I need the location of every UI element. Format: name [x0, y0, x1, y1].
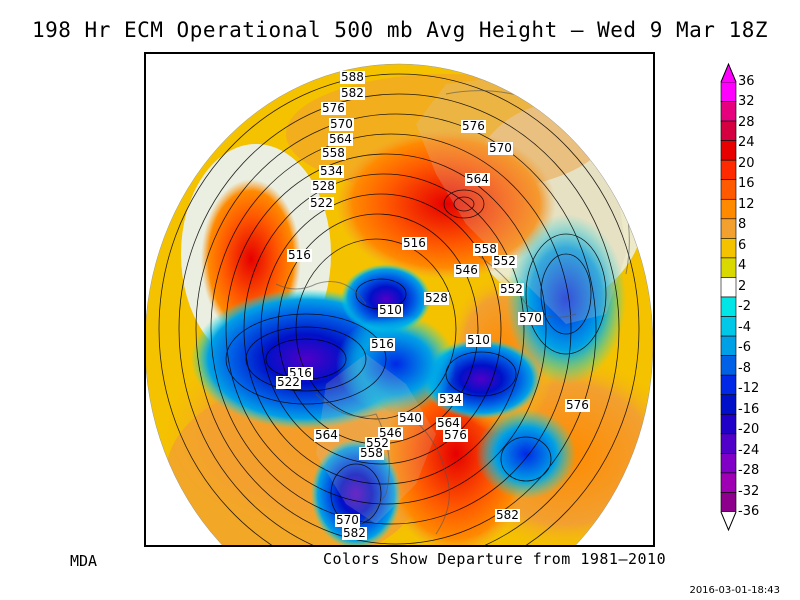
- colorbar-swatch: [720, 198, 737, 220]
- colorbar-swatch: [720, 140, 737, 161]
- contour-label: 540: [398, 411, 423, 425]
- colorbar-swatch: [720, 335, 737, 356]
- colorbar-swatch: [720, 296, 737, 317]
- colorbar-swatch: [720, 374, 737, 396]
- colorbar-swatch: [720, 492, 737, 513]
- colorbar-label: 28: [738, 114, 755, 130]
- colorbar-label: -4: [738, 319, 751, 335]
- contour-label: 552: [365, 436, 390, 450]
- contour-label: 510: [378, 303, 403, 317]
- contour-label: 564: [465, 172, 490, 186]
- colorbar-swatch: [720, 413, 737, 435]
- colorbar-swatch: [720, 472, 737, 493]
- contour-label: 582: [340, 86, 365, 100]
- contour-label: 570: [335, 513, 360, 527]
- colorbar-label: -28: [738, 463, 760, 479]
- contour-label: 552: [492, 254, 517, 268]
- colorbar-label: -32: [738, 483, 760, 499]
- contour-label: 522: [309, 196, 334, 210]
- contour-label: 534: [438, 392, 463, 406]
- contour-label: 528: [311, 179, 336, 193]
- colorbar-swatch: [720, 159, 737, 181]
- contour-label: 552: [499, 282, 524, 296]
- contour-label: 522: [276, 375, 301, 389]
- contour-label: 564: [314, 428, 339, 442]
- contour-label: 570: [329, 117, 354, 131]
- colorbar-label: 16: [738, 176, 755, 192]
- colorbar-swatch: [720, 257, 737, 278]
- colorbar-swatch: [720, 355, 737, 376]
- polar-map: [146, 63, 653, 545]
- colorbar-label: -12: [738, 381, 760, 397]
- colorbar-label: 2: [738, 278, 747, 294]
- colorbar-label: -36: [738, 504, 760, 519]
- colorbar-swatch: [720, 453, 737, 474]
- contour-label: 558: [321, 146, 346, 160]
- timestamp: 2016-03-01-18:43: [689, 585, 780, 596]
- contour-label: 528: [424, 291, 449, 305]
- colorbar-label: 32: [738, 94, 755, 110]
- contour-label: 516: [370, 337, 395, 351]
- contour-label: 516: [287, 248, 312, 262]
- contour-label: 570: [518, 311, 543, 325]
- contour-label: 558: [359, 446, 384, 460]
- contour-label: 582: [495, 508, 520, 522]
- colorbar-label: -20: [738, 422, 760, 438]
- colorbar-swatch: [720, 394, 737, 415]
- colorbar-swatch: [720, 179, 737, 200]
- contour-label: 510: [466, 333, 491, 347]
- colorbar-swatch: [720, 433, 737, 454]
- colorbar-label: 20: [738, 155, 755, 171]
- contour-label: 546: [454, 263, 479, 277]
- contour-label: 558: [473, 242, 498, 256]
- colorbar-label: 36: [738, 74, 755, 89]
- colorbar-swatch: [720, 81, 737, 102]
- colorbar-swatch: [720, 218, 737, 239]
- colorbar-label: 8: [738, 217, 747, 233]
- colorbar-label: 4: [738, 258, 747, 274]
- colorbar-swatch: [720, 120, 737, 141]
- colorbar-swatch: [720, 101, 737, 122]
- map-panel: 588 582 576 570 564 558 534 528 522 516 …: [144, 52, 655, 547]
- colorbar-label: 6: [738, 237, 747, 253]
- colorbar-label: -8: [738, 360, 751, 376]
- colorbar-label: -16: [738, 401, 760, 417]
- contour-label: 588: [340, 70, 365, 84]
- colorbar-label: -2: [738, 299, 751, 315]
- contour-label: 570: [488, 141, 513, 155]
- contour-label: 546: [378, 426, 403, 440]
- chart-title: 198 Hr ECM Operational 500 mb Avg Height…: [31, 18, 768, 42]
- colorbar-label: 24: [738, 135, 755, 151]
- contour-label: 576: [443, 428, 468, 442]
- colorbar-label: -24: [738, 442, 760, 458]
- contour-label: 564: [436, 416, 461, 430]
- contour-label: 564: [328, 132, 353, 146]
- contour-label: 582: [342, 526, 367, 540]
- contour-label: 576: [565, 398, 590, 412]
- contour-label: 534: [319, 164, 344, 178]
- colorbar-swatch: [720, 238, 737, 259]
- contour-label: 576: [461, 119, 486, 133]
- contour-label: 516: [402, 236, 427, 250]
- source-label: MDA: [70, 552, 98, 570]
- colorbar-label: -6: [738, 340, 751, 356]
- colorbar-swatch: [720, 277, 737, 298]
- colorbar-swatch: [720, 316, 737, 337]
- contour-label: 576: [321, 101, 346, 115]
- colorbar-label: 12: [738, 196, 755, 212]
- anomaly-caption: Colors Show Departure from 1981–2010: [323, 550, 667, 568]
- colorbar: [720, 62, 737, 532]
